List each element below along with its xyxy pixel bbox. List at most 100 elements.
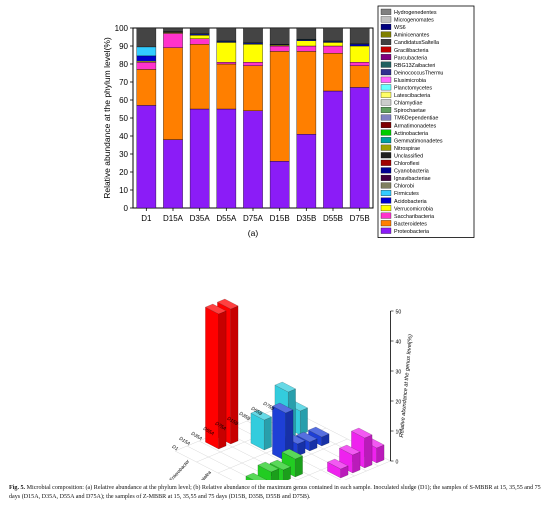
legend-label: Saccharibacteria	[394, 214, 434, 220]
floor-gridline	[198, 440, 276, 480]
bar-segment	[163, 27, 183, 32]
y-tick-label: 30	[119, 150, 128, 159]
bar-segment	[349, 65, 370, 88]
bar-segment	[349, 27, 370, 44]
bar-segment	[216, 27, 237, 42]
legend-swatch	[380, 8, 392, 15]
bar-top-face	[338, 444, 361, 456]
bar-segment	[136, 46, 157, 57]
legend-swatch	[380, 54, 392, 61]
bar-segment	[296, 40, 317, 47]
x-tick-label: D55B	[323, 214, 343, 223]
legend-swatch	[380, 84, 392, 91]
bar-top-face	[350, 427, 373, 439]
legend-label: Parcubacteria	[394, 55, 427, 61]
legend-label: Actinobacteria	[394, 131, 428, 137]
bar-segment	[189, 108, 210, 209]
bar-segment	[269, 161, 290, 209]
y-tick-label: 90	[119, 42, 128, 51]
y-axis-label: Relative abundance at the phylum level(%…	[102, 37, 112, 199]
y-tick-label: 10	[119, 186, 128, 195]
z-tick-label: 50	[396, 310, 402, 316]
floor-gridline	[222, 430, 320, 480]
panel-label: (a)	[248, 228, 259, 238]
bar-top-face	[326, 458, 349, 470]
legend-label: CandidatusSaltella	[394, 40, 439, 46]
legend-label: Nitrospirae	[394, 146, 420, 152]
sample-axis-label: D35B	[238, 411, 252, 423]
y-tick-label: 100	[115, 24, 129, 33]
floor-gridline	[186, 445, 255, 480]
bar-segment	[136, 27, 157, 48]
bar-segment	[296, 134, 317, 209]
legend-label: Bacteroidetes	[394, 221, 427, 227]
y-tick-label: 60	[119, 96, 128, 105]
legend-swatch	[380, 114, 392, 121]
legend-label: RBG13Zaibacteri	[394, 63, 435, 69]
bar-segment	[323, 53, 343, 92]
legend-swatch	[380, 99, 392, 106]
bar-segment	[243, 62, 263, 66]
legend-label: WS6	[394, 25, 406, 31]
legend-label: TM6Dependentiae	[394, 116, 438, 122]
z-tick-label: 30	[396, 370, 402, 376]
bar-segment	[323, 90, 343, 209]
bar-segment	[216, 63, 237, 110]
legend-label: Firmicutes	[394, 191, 419, 197]
bar-segment	[243, 27, 263, 43]
legend-label: Unclassified	[394, 153, 423, 159]
legend-label: Proteobacteria	[394, 229, 429, 235]
legend-swatch	[380, 69, 392, 76]
legend-swatch	[380, 23, 392, 30]
sample-axis-label: D1	[171, 444, 180, 453]
bar-segment	[243, 110, 263, 209]
x-tick-label: D1	[141, 214, 152, 223]
sample-axis-label: D75A	[214, 421, 227, 432]
bar-front-face	[364, 434, 373, 469]
x-tick-label: D15A	[163, 214, 184, 223]
bar-segment	[269, 51, 290, 162]
legend-swatch	[380, 227, 392, 234]
legend-label: Verrucomicrobia	[394, 206, 433, 212]
sample-axis-label: D15A	[178, 436, 191, 447]
legend-swatch	[380, 31, 392, 38]
bar-top-face	[245, 472, 268, 480]
sample-axis-label: D55B	[250, 406, 264, 418]
bar-segment	[216, 42, 237, 63]
bar-segment	[136, 55, 157, 62]
legend-label: Latescibacteria	[394, 93, 430, 99]
legend-swatch	[380, 182, 392, 189]
bar-segment	[349, 87, 370, 209]
legend-label: Cyanobacteria	[394, 169, 429, 175]
legend-label: Chlamydiae	[394, 101, 422, 107]
bar-segment	[269, 27, 290, 45]
legend-swatch	[380, 16, 392, 23]
legend-swatch	[380, 190, 392, 196]
y-tick-label: 70	[119, 78, 128, 87]
sample-axis-label: D55A	[202, 426, 215, 437]
genus-3d-bar-chart: 0 10 20 30 40 50 Relative abundance at the gen…	[168, 298, 414, 480]
bar-segment	[296, 27, 317, 40]
bar-segment	[136, 105, 157, 209]
floor-gridline	[344, 460, 391, 480]
legend-swatch	[380, 91, 392, 98]
legend-label: Gracilibacteria	[394, 48, 428, 54]
legend-swatch	[380, 137, 392, 144]
legend-label: Planctomycetes	[394, 86, 432, 92]
z-tick-label: 10	[396, 430, 402, 436]
bar-segment	[189, 35, 210, 39]
legend-label: Armatimonadetes	[394, 123, 437, 129]
bar-top-face	[269, 459, 292, 471]
x-tick-label: D75A	[243, 214, 264, 223]
z-axis-label: Relative abundance at the genus level(%)	[399, 334, 414, 438]
legend-swatch	[380, 167, 392, 174]
bar-front-face	[295, 455, 303, 478]
bar-front-face	[352, 451, 361, 474]
bar-segment	[243, 65, 263, 111]
bar-top-face	[307, 426, 330, 438]
legend-swatch	[380, 46, 392, 53]
bar-segment	[296, 45, 317, 52]
x-tick-label: D55A	[216, 214, 237, 223]
z-tick-label: 20	[396, 400, 402, 406]
